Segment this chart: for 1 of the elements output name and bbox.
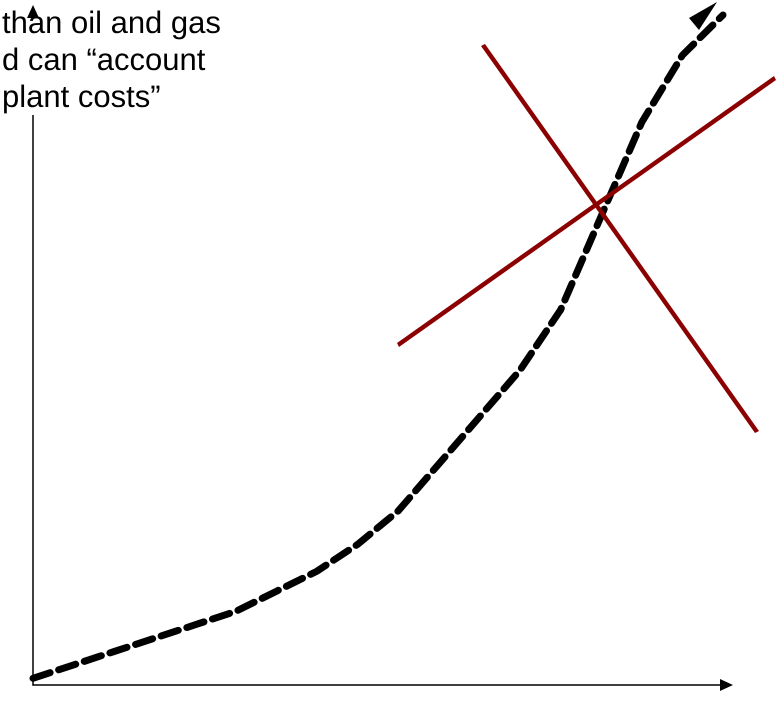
annotation: than oil and gas d can “account plant costs” <box>2 5 221 114</box>
